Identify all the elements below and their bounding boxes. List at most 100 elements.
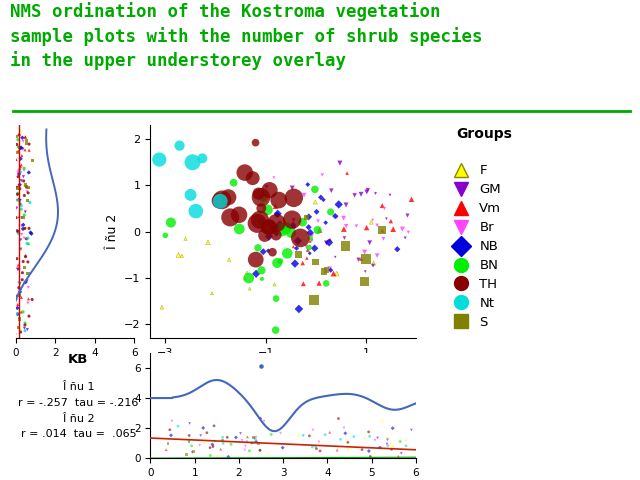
Point [333,415,344,422]
Point [15,200,25,208]
Point [365,432,375,440]
Point [214,197,225,204]
Point [244,447,255,455]
Point [369,259,379,267]
Point [207,441,218,448]
Point [19,164,29,172]
Point [258,194,268,202]
Point [271,326,281,334]
Point [359,433,369,441]
Point [157,303,167,311]
Point [264,110,274,118]
Point [20,319,30,327]
Point [255,415,266,422]
Point [186,442,196,450]
Point [314,226,324,234]
Point [18,308,28,316]
Point [27,296,37,303]
Point [14,266,24,274]
Point [310,443,321,450]
Point [370,436,380,444]
Point [184,420,195,427]
Point [180,235,191,242]
Point [244,285,255,292]
Point [24,140,34,148]
Point [14,131,24,139]
Point [293,251,303,258]
Point [349,433,359,441]
Point [335,435,346,443]
Point [12,228,22,236]
Point [342,169,352,177]
Point [246,439,257,447]
Point [364,447,374,455]
Point [13,310,23,318]
Point [406,426,417,434]
Point [14,315,24,323]
Point [312,208,322,216]
Point [236,430,246,437]
Point [383,442,393,449]
Point [275,219,285,227]
Point [216,445,226,453]
Point [225,214,236,221]
Point [289,224,300,232]
Point [242,438,252,445]
Point [222,433,232,441]
Point [305,229,316,237]
Point [403,228,413,236]
Point [251,433,261,441]
Point [20,208,30,216]
Point [269,280,280,288]
Point [234,211,244,218]
Point [253,244,263,252]
Point [19,211,29,219]
Point [23,234,33,242]
Point [363,186,373,194]
Point [301,214,311,221]
Point [308,426,318,434]
Point [274,196,284,204]
Point [272,224,282,232]
Point [28,156,38,164]
Point [21,140,31,148]
Point [20,225,30,232]
Point [26,230,36,238]
Point [23,299,33,307]
Point [361,255,371,263]
Point [303,246,313,254]
Point [26,228,36,236]
Point [12,255,22,263]
Point [218,437,228,444]
Point [290,260,300,267]
Text: Groups: Groups [456,127,512,141]
Point [12,183,22,191]
Point [188,449,198,456]
Point [217,196,227,204]
Point [13,324,24,332]
Point [18,225,28,233]
Point [372,252,382,259]
Point [11,214,21,221]
Point [11,133,21,141]
Point [15,198,25,205]
Point [266,431,276,438]
Point [282,250,292,257]
Point [308,296,319,304]
Point [305,235,316,242]
Point [288,243,298,251]
Point [321,239,332,247]
Point [397,225,408,233]
Point [22,183,32,191]
Point [11,196,21,204]
Point [15,229,26,237]
Point [351,222,362,230]
Point [19,167,29,174]
Point [239,169,250,177]
Point [22,197,33,204]
Point [18,258,28,265]
Point [24,225,34,232]
Point [385,440,396,447]
Point [377,202,387,209]
Point [388,442,398,450]
